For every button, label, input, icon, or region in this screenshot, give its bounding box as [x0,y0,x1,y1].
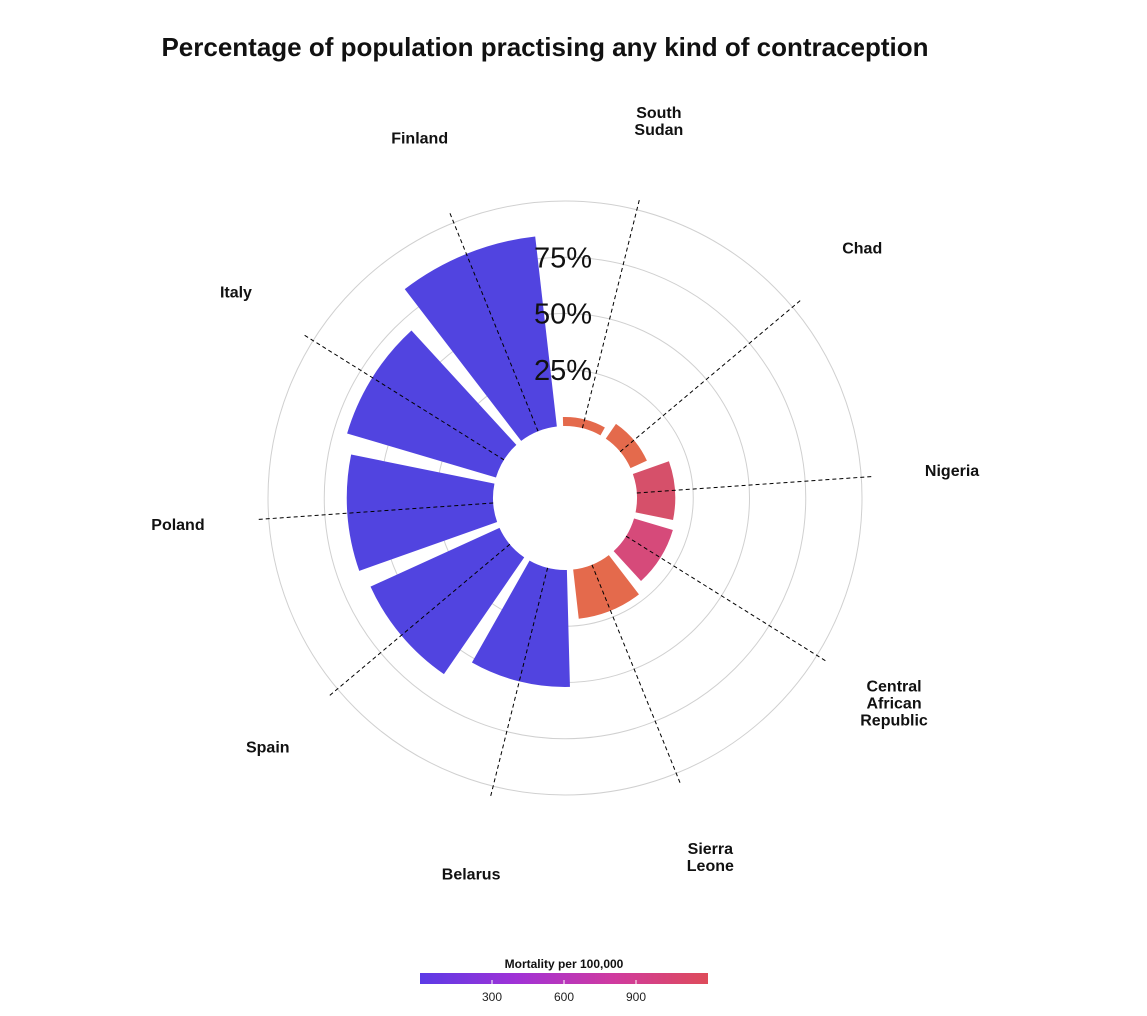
bar-finland [404,236,557,441]
spoke-italy [301,333,505,461]
spoke-poland [255,502,494,521]
grid-circle-100 [267,200,863,796]
category-labels: South Sudan Chad Nigeria Central African Repub… [151,105,979,883]
legend-tick-300: 300 [482,990,502,1004]
grid-circle-75 [323,256,807,740]
bar-south-sudan [562,417,605,436]
label-chad: Chad [842,241,882,258]
legend-colorbar [420,973,708,984]
label-belarus: Belarus [442,866,501,883]
bar-sierra-leone [573,555,639,619]
label-sierra-leone: Sierra Leone [687,841,734,875]
bar-poland [346,454,498,571]
legend-title: Mortality per 100,000 [505,957,624,971]
radial-tick-50: 50% [534,299,592,331]
legend-ticks: 300 600 900 [482,980,646,1004]
label-poland: Poland [151,517,204,534]
spoke-central-african-republic [625,535,829,663]
radial-tick-75: 75% [534,242,592,274]
bar-belarus [471,560,570,688]
spoke-nigeria [636,475,875,494]
label-central-african-republic: Central African Republic [860,679,928,730]
spoke-belarus [489,567,549,799]
legend-tick-900: 900 [626,990,646,1004]
label-spain: Spain [246,739,290,756]
bar-nigeria [632,461,676,520]
label-nigeria: Nigeria [925,463,979,480]
radial-tick-25: 25% [534,355,592,387]
spoke-finland [448,210,539,432]
label-south-sudan: South Sudan [634,105,683,139]
spoke-sierra-leone [591,564,682,786]
category-spokes [255,197,875,799]
mortality-legend: Mortality per 100,000 300 600 900 [420,957,708,1004]
spoke-chad [619,298,803,453]
bar-central-african-republic [613,518,673,581]
chart-title: Percentage of population practising any … [161,32,929,62]
label-italy: Italy [220,284,252,301]
spoke-spain [327,543,511,698]
spoke-south-sudan [581,197,641,429]
legend-tick-600: 600 [554,990,574,1004]
radial-tick-labels: 25% 50% 75% [534,242,592,387]
label-finland: Finland [391,130,448,147]
bar-segments [346,236,676,688]
